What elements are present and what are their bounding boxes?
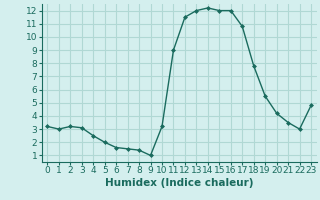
X-axis label: Humidex (Indice chaleur): Humidex (Indice chaleur) bbox=[105, 178, 253, 188]
